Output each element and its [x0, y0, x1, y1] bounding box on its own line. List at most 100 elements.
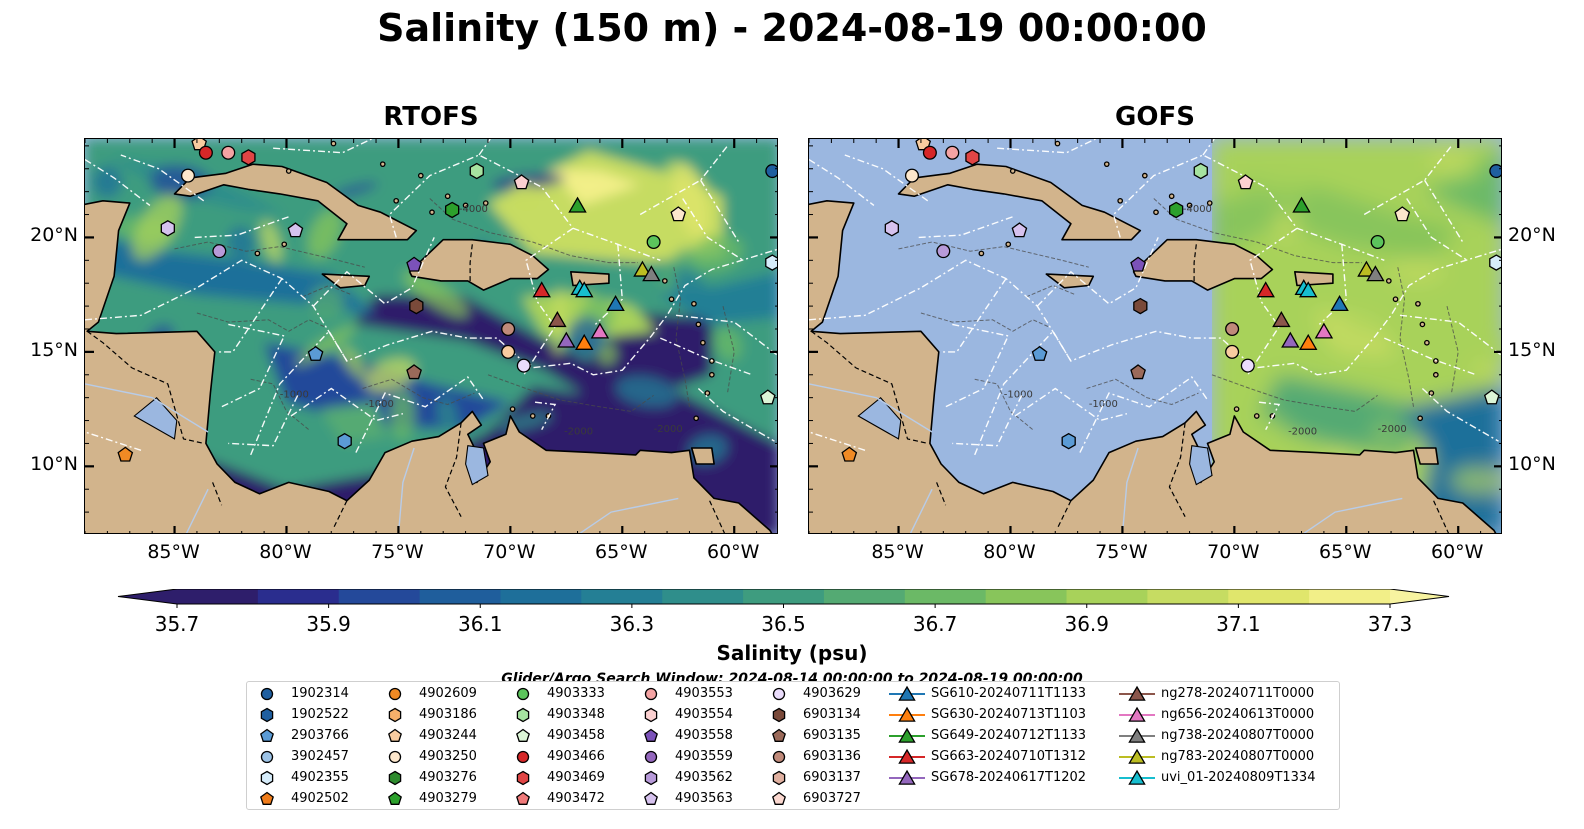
legend-label: 1902522 [291, 707, 349, 722]
legend-label: 4903469 [547, 770, 605, 785]
legend-symbol [388, 791, 402, 805]
contour-label: -2000 [1288, 426, 1317, 437]
legend-label: SG678-20240617T1202 [931, 770, 1087, 785]
lon-tick-label: 80°W [259, 541, 312, 563]
legend-symbol [772, 707, 786, 723]
legend-symbol [889, 748, 925, 764]
gofs-map: -1000 -2000 -4000 -1000 -2000 [808, 138, 1502, 534]
legend-label: 4903472 [547, 791, 605, 806]
legend-label: 4903563 [675, 791, 733, 806]
lon-tick-label: 75°W [371, 541, 424, 563]
platform-marker [633, 260, 652, 277]
colorbar-segment [257, 589, 340, 604]
legend-label: 4903333 [547, 686, 605, 701]
platform-marker [1061, 432, 1076, 450]
platform-marker [406, 256, 422, 272]
salinity-field [85, 139, 777, 533]
lat-tick-label-left: 10°N [30, 453, 78, 476]
platform-marker [1256, 281, 1275, 298]
colorbar-segment [1147, 589, 1229, 604]
platform-marker [221, 145, 236, 160]
platform-marker [1292, 196, 1311, 213]
figure-title: Salinity (150 m) - 2024-08-19 00:00:00 [377, 6, 1207, 50]
colorbar-segment [177, 589, 259, 604]
eez-boundaries [809, 139, 1501, 456]
platform-marker [469, 162, 484, 180]
platform-marker [590, 322, 610, 339]
gofs-map-canvas: -1000 -2000 -4000 -1000 -2000 [809, 139, 1501, 533]
country-borders [86, 244, 726, 533]
legend-symbol [516, 707, 530, 723]
legend-symbol [388, 728, 402, 742]
platform-marker [945, 145, 960, 160]
contour-label: -1000 [1089, 399, 1118, 410]
lon-tick-label: 65°W [595, 541, 648, 563]
platform-marker [548, 311, 567, 328]
legend-symbol [1119, 748, 1155, 764]
platform-marker [557, 331, 576, 348]
colorbar-tick-label: 36.5 [761, 612, 806, 636]
contour-label: -2000 [654, 424, 683, 435]
platform-marker [642, 265, 661, 282]
lat-tick-label-left: 20°N [30, 224, 78, 247]
legend-symbol [1119, 727, 1155, 743]
legend-marker [772, 750, 786, 764]
platform-marker [501, 321, 516, 337]
contour-label: -4000 [459, 204, 488, 215]
platform-marker [575, 333, 594, 350]
axis-tickmarks [809, 139, 1501, 533]
legend-label: 6903727 [803, 791, 861, 806]
colorbar-segment [1228, 589, 1310, 604]
contour-label: -1000 [365, 399, 394, 410]
legend-marker [898, 769, 916, 785]
platform-marker [212, 244, 227, 259]
platform-marker [670, 206, 687, 222]
legend-marker [516, 687, 530, 701]
legend-label: 4903554 [675, 707, 733, 722]
legend-marker [388, 728, 402, 742]
platform-marker [1314, 322, 1334, 339]
legend-symbol [772, 750, 786, 764]
legend-marker [772, 770, 786, 786]
legend-label: 4903348 [547, 707, 605, 722]
contour-label: -4000 [1183, 204, 1212, 215]
colorbar-extend-low [118, 589, 177, 604]
legend-symbol [772, 791, 786, 805]
platform-marker [532, 281, 551, 298]
platform-marker [1489, 164, 1501, 179]
platform-marker [1483, 389, 1500, 405]
legend-marker [898, 706, 916, 722]
legend-label: 6903137 [803, 770, 861, 785]
platform-marker [936, 244, 951, 259]
legend-symbol [260, 707, 274, 723]
platform-marker [1299, 281, 1318, 298]
colorbar-extend-high [1390, 589, 1449, 604]
platform-marker [337, 432, 352, 450]
land [809, 140, 1497, 533]
lat-tick-label-right: 15°N [1508, 338, 1556, 361]
platform-marker [444, 201, 460, 219]
legend-symbol [260, 770, 274, 786]
platform-marker [1281, 331, 1300, 348]
legend-symbol [516, 791, 530, 805]
legend-label: 4903466 [547, 749, 605, 764]
legend-symbol [388, 687, 402, 701]
contour-label: -1000 [1004, 390, 1033, 401]
legend-marker [1128, 706, 1146, 722]
legend-marker [516, 728, 530, 742]
platform-marker [1272, 311, 1291, 328]
legend-symbol [1119, 685, 1155, 701]
legend-label: SG649-20240712T1133 [931, 728, 1087, 743]
platform-marker [1133, 297, 1148, 315]
platform-marker [117, 446, 134, 462]
legend-label: 4902502 [291, 791, 349, 806]
legend-symbol [260, 728, 274, 742]
panel-title-gofs: GOFS [1115, 102, 1195, 132]
platform-marker [160, 220, 175, 237]
platform-marker [516, 358, 531, 373]
country-borders [810, 244, 1450, 533]
legend-label: 4903276 [419, 770, 477, 785]
legend-symbol [516, 687, 530, 701]
legend-label: 4903558 [675, 728, 733, 743]
legend-label: 3902457 [291, 749, 349, 764]
